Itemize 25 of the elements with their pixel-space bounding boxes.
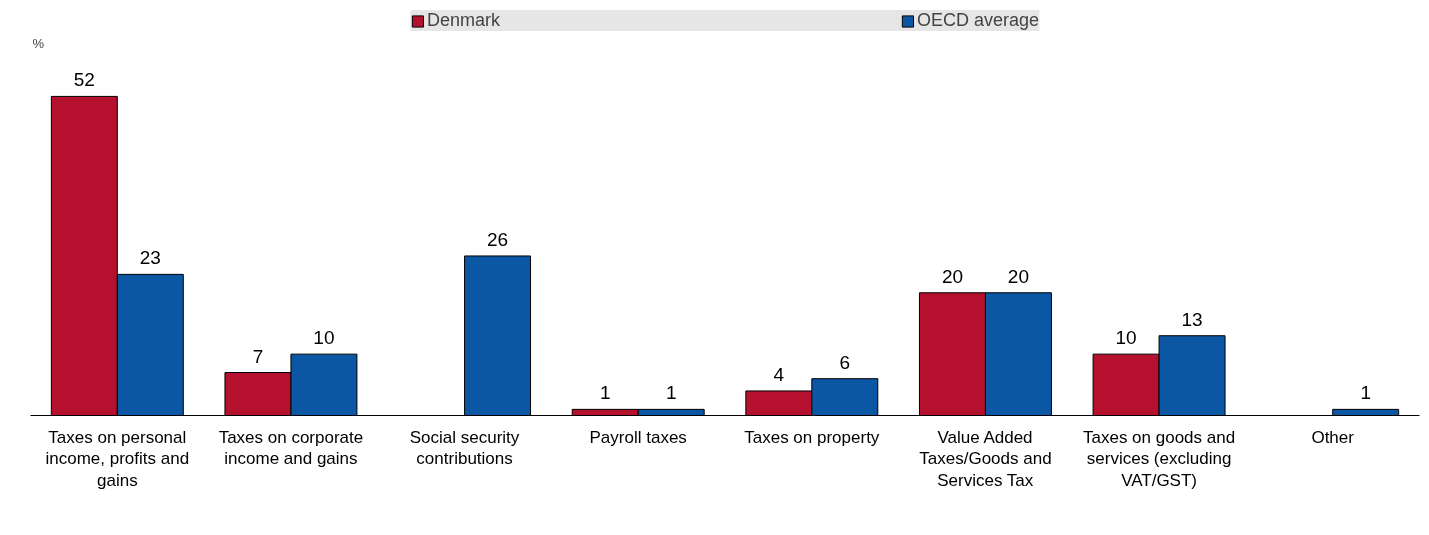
data-label: 1 [665, 382, 677, 404]
y-axis-title: % [32, 35, 45, 51]
x-tick-label: Payroll taxes [589, 427, 687, 447]
x-tick-label: Taxes on goods and services (excluding VAT/GST) [1082, 427, 1236, 491]
x-tick-label: Taxes on personal income, profits and gains [45, 427, 190, 491]
data-label: 1 [599, 382, 611, 404]
data-label: 6 [839, 351, 851, 373]
legend-label: OECD average [916, 10, 1040, 31]
x-tick-label: Taxes on property [744, 427, 880, 447]
data-label: 20 [941, 265, 964, 287]
x-tick-label: Other [1311, 427, 1355, 447]
data-label: 13 [1181, 308, 1203, 330]
data-label: 1 [1360, 382, 1371, 404]
data-label: 4 [773, 363, 785, 385]
data-label: 10 [313, 327, 335, 349]
data-label: 7 [252, 345, 264, 367]
data-label: 52 [73, 69, 95, 91]
x-tick-label: Taxes on corporate income and gains [218, 427, 364, 469]
data-label: 20 [1007, 265, 1029, 287]
data-label: 10 [1115, 327, 1137, 349]
x-tick-label: Social security contributions [409, 427, 520, 469]
legend-label: Denmark [426, 10, 500, 31]
data-label: 26 [486, 228, 509, 250]
data-label: 23 [139, 247, 161, 269]
x-tick-label: Value Added Taxes/Goods and Services Tax [919, 427, 1052, 491]
